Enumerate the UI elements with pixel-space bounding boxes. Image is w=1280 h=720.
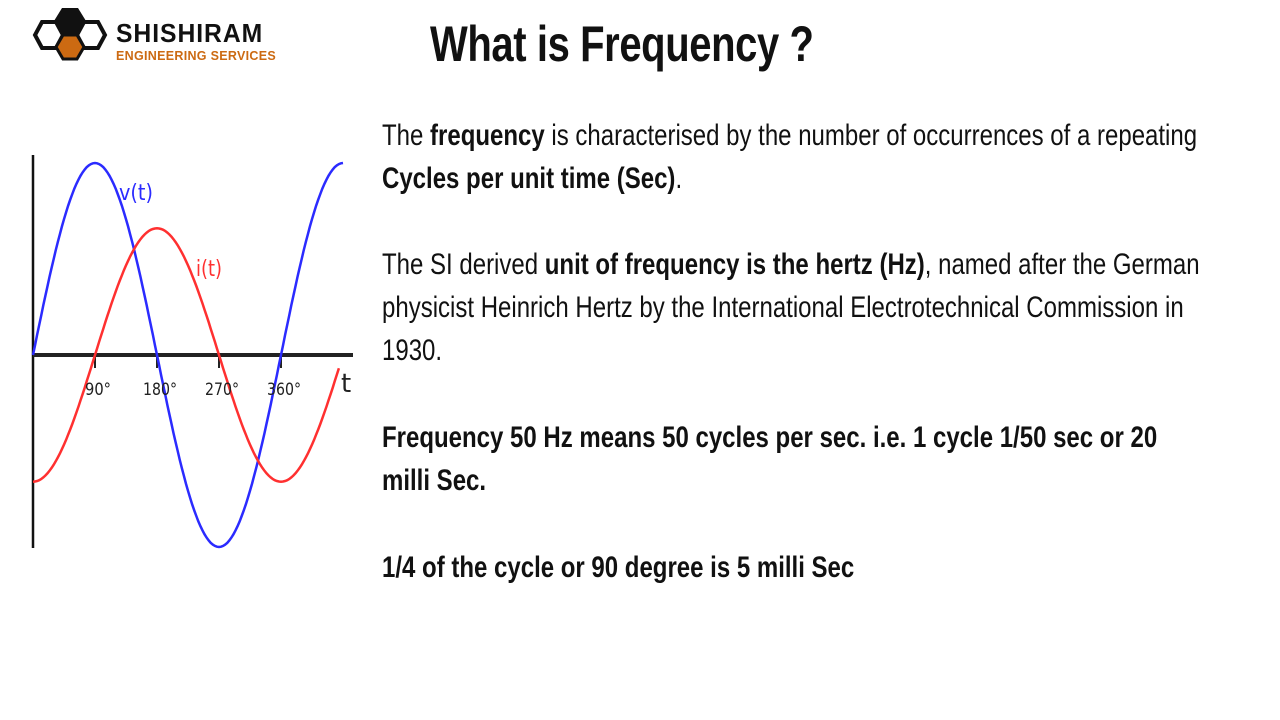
logo-subtitle: ENGINEERING SERVICES [116, 49, 276, 63]
bold-text: Cycles per unit time (Sec) [382, 162, 676, 195]
voltage-current-chart: 90° 180° 270° 360° t v(t) i(t) [0, 140, 370, 560]
bold-text: frequency [430, 119, 545, 152]
paragraph-definition-line-2: Cycles per unit time (Sec). [382, 157, 1086, 200]
voltage-label: v(t) [119, 181, 153, 206]
text: is characterised by the number of occurr… [544, 119, 1198, 152]
page-title: What is Frequency ? [430, 16, 814, 72]
paragraph-quarter-cycle: 1/4 of the cycle or 90 degree is 5 milli… [382, 546, 1262, 589]
paragraph-50hz-line-1: Frequency 50 Hz means 50 cycles per sec.… [382, 421, 1158, 454]
tick-label-90: 90° [85, 380, 111, 400]
tick-label-360: 360° [267, 380, 301, 400]
honeycomb-hexagons-icon [32, 8, 108, 61]
x-axis-label: t [341, 369, 351, 399]
text: The [382, 119, 431, 152]
paragraph-si-unit-line-3: 1930. [382, 334, 443, 367]
paragraph-definition: The frequency is characterised by the nu… [382, 114, 1262, 200]
sine-wave-plot: 90° 180° 270° 360° t v(t) i(t) [31, 155, 353, 549]
current-label: i(t) [196, 257, 222, 282]
paragraph-50hz-line-2: milli Sec. [382, 464, 487, 497]
bold-text: unit of frequency is the hertz (Hz) [544, 248, 925, 281]
text: , named after the German [924, 248, 1200, 281]
paragraph-50hz: Frequency 50 Hz means 50 cycles per sec.… [382, 416, 1262, 502]
paragraph-si-unit-line-2: physicist Heinrich Hertz by the Internat… [382, 291, 1184, 324]
tick-label-270: 270° [205, 380, 239, 400]
current-curve [32, 227, 341, 483]
voltage-curve [31, 161, 344, 549]
logo-name: SHISHIRAM [116, 18, 264, 48]
paragraph-definition-line-1: The frequency is characterised by the nu… [382, 114, 1197, 157]
paragraph-si-unit-line-1: The SI derived unit of frequency is the … [382, 243, 1200, 286]
text: The SI derived [382, 248, 545, 281]
tick-label-180: 180° [143, 380, 177, 400]
paragraph-quarter-cycle-line-1: 1/4 of the cycle or 90 degree is 5 milli… [382, 551, 855, 584]
text: . [675, 162, 683, 195]
paragraph-si-unit: The SI derived unit of frequency is the … [382, 243, 1262, 372]
company-logo: SHISHIRAM ENGINEERING SERVICES [32, 6, 302, 63]
